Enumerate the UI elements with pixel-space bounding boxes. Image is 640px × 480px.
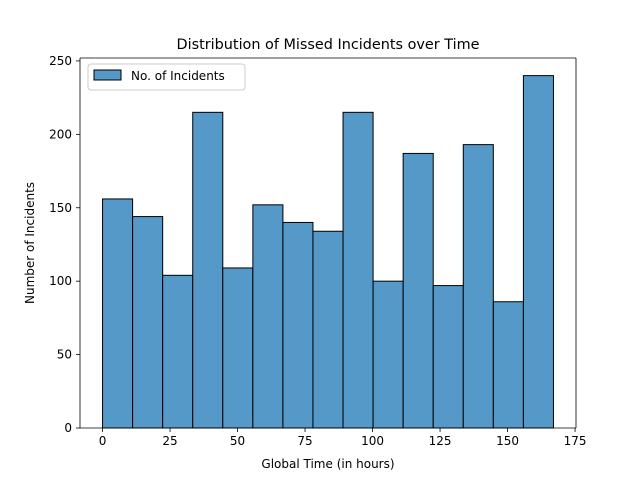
x-tick-label-25: 25 (162, 434, 177, 448)
legend-frame (87, 63, 246, 91)
bar-5 (252, 204, 284, 429)
x-tick-label-150: 150 (496, 434, 519, 448)
bar-14 (522, 75, 554, 429)
bar-0 (102, 198, 134, 429)
y-tick-label-100: 100 (49, 274, 72, 288)
axes-group: 0 25 50 75 100 125 150 175 0 50 100 150 200 250 (49, 54, 586, 448)
bar-7 (312, 230, 344, 429)
bar-9 (372, 280, 404, 429)
chart-title: Distribution of Missed Incidents over Ti… (177, 37, 480, 53)
x-tick-label-175: 175 (564, 434, 587, 448)
x-tick-label-50: 50 (230, 434, 245, 448)
bar-3 (192, 111, 224, 429)
x-tick-label-125: 125 (429, 434, 452, 448)
y-tick-label-200: 200 (49, 127, 72, 141)
bar-13 (492, 301, 524, 429)
x-axis-label: Global Time (in hours) (261, 457, 394, 471)
bar-11 (432, 285, 464, 429)
y-tick-label-0: 0 (64, 421, 72, 435)
bars-group (102, 75, 554, 429)
y-tick-label-50: 50 (57, 348, 72, 362)
x-tick-label-0: 0 (99, 434, 107, 448)
bar-4 (222, 267, 254, 429)
bar-1 (132, 216, 164, 429)
legend: No. of Incidents (87, 63, 246, 91)
bar-2 (162, 274, 194, 429)
bar-12 (462, 144, 494, 429)
x-tick-label-75: 75 (297, 434, 312, 448)
legend-label: No. of Incidents (131, 69, 225, 83)
legend-swatch (93, 69, 122, 81)
bar-10 (402, 152, 434, 429)
bar-6 (282, 221, 314, 429)
y-tick-label-150: 150 (49, 201, 72, 215)
bar-8 (342, 111, 374, 429)
y-axis-label: Number of Incidents (23, 182, 37, 304)
y-tick-label-250: 250 (49, 54, 72, 68)
x-tick-label-100: 100 (361, 434, 384, 448)
